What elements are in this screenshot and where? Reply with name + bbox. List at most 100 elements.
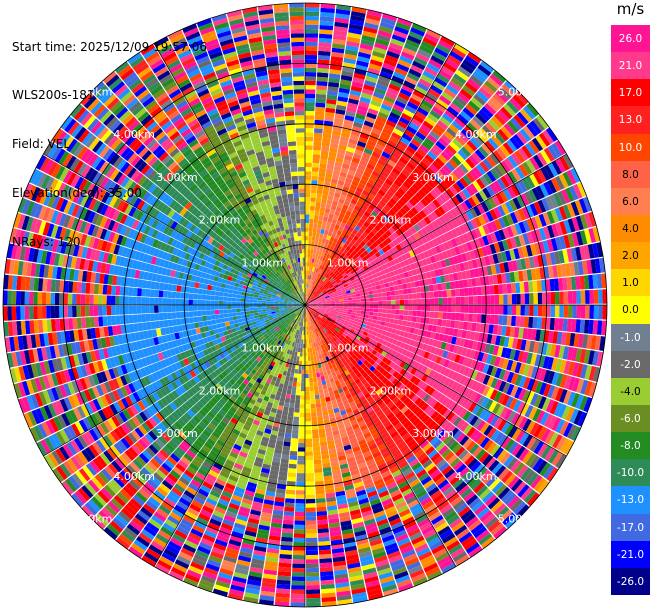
velocity-gate [317,515,328,520]
velocity-gate [421,305,426,311]
velocity-gate [309,219,313,224]
velocity-gate [313,224,317,229]
velocity-gate [365,302,369,305]
velocity-gate [408,299,413,304]
velocity-gate [313,451,321,456]
velocity-gate [464,313,469,321]
velocity-gate [433,319,438,326]
velocity-gate [307,344,309,349]
velocity-gate [300,408,305,413]
velocity-gate [316,98,326,103]
velocity-gate [390,291,395,296]
velocity-gate [503,305,508,315]
velocity-gate [306,520,317,525]
velocity-gate [299,361,302,366]
velocity-gate [386,292,391,297]
velocity-gate [299,434,306,438]
velocity-gate [309,369,313,374]
velocity-gate [307,339,309,344]
velocity-gate [293,382,297,387]
velocity-gate [335,303,339,305]
velocity-gate [291,594,305,599]
velocity-gate [469,305,474,313]
velocity-gate [511,283,516,293]
velocity-gate [285,376,290,381]
velocity-gate [305,38,318,43]
velocity-gate [386,314,391,319]
velocity-gate [306,542,318,547]
velocity-gate [306,473,314,478]
velocity-gate [524,282,529,293]
velocity-gate [305,42,318,47]
velocity-gate [306,490,315,495]
velocity-gate [320,394,325,399]
velocity-gate [403,315,408,320]
velocity-gate [299,426,305,430]
velocity-gate [306,508,316,513]
velocity-gate [296,486,305,491]
velocity-gate [315,115,324,120]
velocity-gate [439,298,444,305]
velocity-gate [390,314,395,319]
velocity-gate [550,318,555,330]
velocity-gate [292,568,305,573]
velocity-gate [456,297,461,305]
velocity-gate [512,305,517,315]
velocity-gate [382,309,387,313]
velocity-gate [387,305,391,309]
velocity-gate [316,193,322,198]
velocity-gate [312,167,319,172]
velocity-gate [447,290,452,297]
velocity-gate [317,511,327,516]
velocity-gate [305,240,308,244]
velocity-gate [289,455,297,460]
velocity-gate [317,81,328,86]
velocity-gate [525,305,530,316]
velocity-gate [306,421,312,426]
velocity-gate [516,305,521,315]
velocity-gate [282,528,293,533]
velocity-gate [508,305,513,315]
velocity-gate [290,451,298,456]
velocity-gate [378,297,383,301]
velocity-gate [296,482,305,487]
velocity-gate [339,307,344,309]
velocity-gate [282,524,293,529]
velocity-gate [305,253,308,257]
velocity-gate [314,455,322,460]
velocity-gate [306,516,317,521]
velocity-gate [413,299,418,305]
velocity-gate [305,154,312,159]
velocity-gate [538,293,543,305]
velocity-gate [344,301,349,303]
velocity-gate [408,310,413,315]
velocity-gate [344,307,349,309]
velocity-gate [369,312,374,316]
velocity-gate [348,303,352,305]
velocity-gate [335,307,340,309]
velocity-gate [307,266,309,271]
velocity-gate [321,203,327,208]
velocity-gate [306,533,317,538]
velocity-gate [426,299,431,305]
velocity-gate [311,412,317,417]
velocity-gate [311,360,314,365]
velocity-gate [306,434,313,438]
velocity-gate [294,525,305,530]
velocity-gate [537,317,542,329]
velocity-gate [572,291,577,304]
velocity-gate [316,373,320,378]
velocity-gate [352,297,357,300]
velocity-gate [315,237,319,242]
velocity-gate [400,300,404,305]
velocity-gate [309,223,313,228]
velocity-gate [460,305,465,313]
velocity-gate [305,98,315,103]
velocity-gate [315,472,324,477]
velocity-gate [290,602,305,607]
velocity-gate [382,292,387,296]
velocity-gate [287,477,296,482]
velocity-gate [357,305,361,308]
velocity-gate [295,404,300,409]
velocity-gate [294,538,306,543]
